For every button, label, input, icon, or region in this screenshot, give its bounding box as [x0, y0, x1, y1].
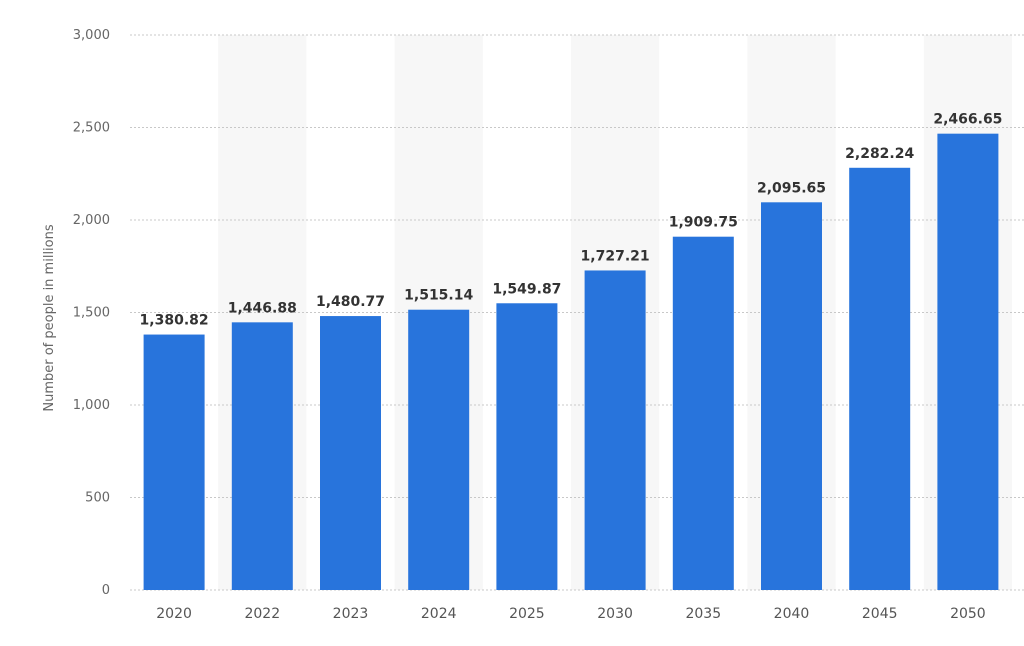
- y-tick-label: 3,000: [73, 28, 110, 43]
- data-label: 2,282.24: [845, 146, 914, 162]
- bar: [937, 133, 999, 591]
- data-label: 2,095.65: [757, 180, 826, 196]
- data-label: 1,446.88: [228, 300, 297, 316]
- bar: [231, 322, 293, 590]
- x-tick-label: 2035: [685, 606, 721, 622]
- x-tick-label: 2020: [156, 606, 192, 622]
- bar: [584, 270, 646, 590]
- x-axis-ticks: 2020 2022 2023 2024 2025 2030 2035 2040 2045 2050: [156, 606, 985, 622]
- bar: [672, 236, 734, 591]
- data-label: 2,466.65: [933, 112, 1002, 128]
- bar: [320, 316, 381, 590]
- bar: [761, 202, 822, 590]
- data-label: 1,380.82: [140, 313, 209, 329]
- data-label: 1,727.21: [581, 248, 650, 264]
- bars: [143, 133, 999, 591]
- data-label: 1,515.14: [404, 288, 473, 304]
- x-tick-label: 2045: [862, 606, 898, 622]
- y-tick-label: 2,000: [73, 213, 110, 228]
- y-tick-label: 500: [85, 491, 110, 506]
- y-tick-label: 0: [102, 583, 110, 598]
- data-labels: 1,380.82 1,446.88 1,480.77 1,515.14 1,549.87…: [140, 112, 1003, 329]
- y-tick-label: 1,500: [73, 306, 110, 321]
- bar: [408, 309, 470, 590]
- data-label: 1,549.87: [492, 281, 561, 297]
- x-tick-label: 2030: [597, 606, 633, 622]
- x-tick-label: 2040: [774, 606, 810, 622]
- bar: [496, 303, 558, 590]
- x-tick-label: 2025: [509, 606, 545, 622]
- x-tick-label: 2023: [333, 606, 369, 622]
- y-tick-label: 1,000: [73, 398, 110, 413]
- y-tick-label: 2,500: [73, 121, 110, 136]
- x-tick-label: 2022: [244, 606, 280, 622]
- y-axis-title: Number of people in millions: [42, 224, 57, 412]
- data-label: 1,480.77: [316, 294, 385, 310]
- y-axis-ticks: 0 500 1,000 1,500 2,000 2,500 3,000: [73, 28, 110, 598]
- x-tick-label: 2050: [950, 606, 986, 622]
- bar: [143, 334, 205, 590]
- bar: [849, 167, 911, 591]
- data-label: 1,909.75: [669, 215, 738, 231]
- x-tick-label: 2024: [421, 606, 457, 622]
